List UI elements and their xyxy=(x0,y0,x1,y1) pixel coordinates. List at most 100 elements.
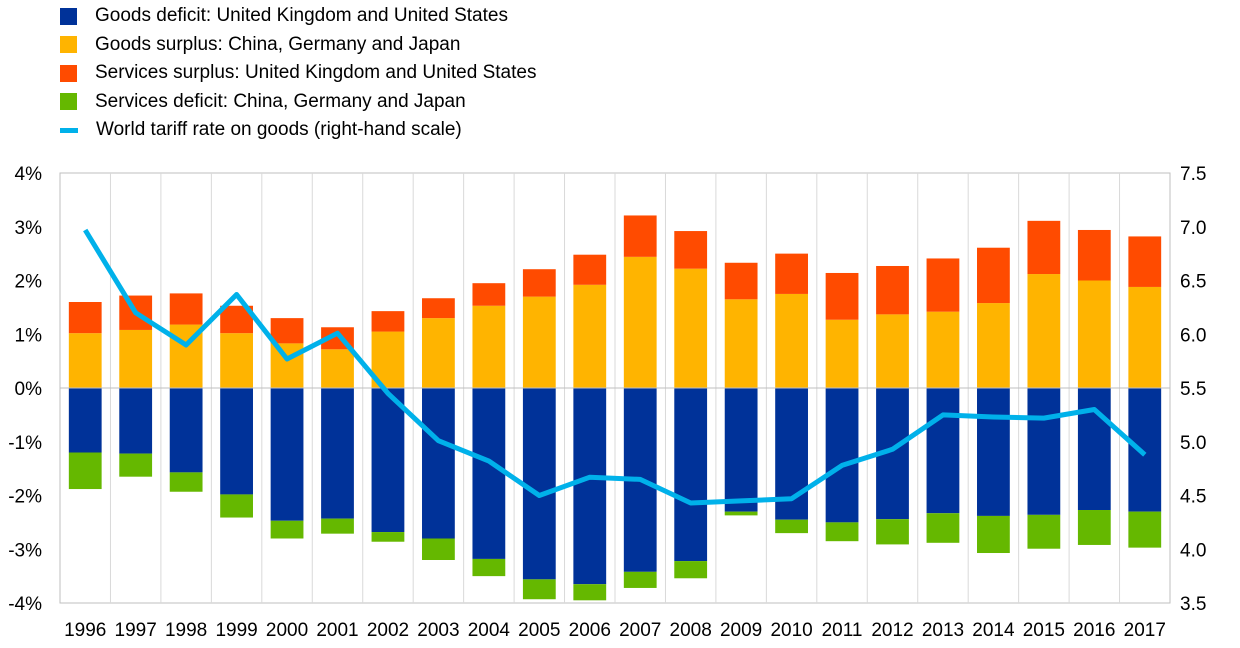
bar-services-deficit-2010 xyxy=(775,520,808,533)
x-tick-label: 2014 xyxy=(972,620,1015,641)
bar-services-deficit-2014 xyxy=(977,516,1010,553)
bar-services-surplus-2007 xyxy=(624,215,657,256)
x-tick-label: 2001 xyxy=(316,620,358,641)
bar-goods-deficit-2016 xyxy=(1078,388,1111,510)
x-tick-label: 1997 xyxy=(115,620,157,641)
bar-goods-deficit-2017 xyxy=(1128,388,1161,512)
bar-services-surplus-2005 xyxy=(523,269,556,296)
y-right-tick-label: 7.0 xyxy=(1180,218,1206,239)
bar-goods-surplus-2014 xyxy=(977,303,1010,388)
bar-services-deficit-2004 xyxy=(472,559,505,576)
bar-services-deficit-1997 xyxy=(119,454,152,477)
bar-goods-deficit-2008 xyxy=(674,388,707,561)
y-right-tick-label: 5.5 xyxy=(1180,379,1206,400)
bar-goods-deficit-1998 xyxy=(170,388,203,472)
y-right-tick-label: 4.0 xyxy=(1180,540,1206,561)
bar-services-deficit-2002 xyxy=(372,532,405,542)
y-right-tick-label: 4.5 xyxy=(1180,487,1206,508)
x-tick-label: 2004 xyxy=(468,620,511,641)
bar-goods-deficit-2011 xyxy=(826,388,859,522)
bar-goods-surplus-2008 xyxy=(674,269,707,388)
bar-goods-surplus-2004 xyxy=(472,306,505,388)
bar-services-surplus-2017 xyxy=(1128,236,1161,287)
x-tick-label: 2016 xyxy=(1073,620,1115,641)
bar-services-deficit-1996 xyxy=(69,453,102,490)
y-left-tick-label: -1% xyxy=(8,433,42,454)
bar-services-surplus-2003 xyxy=(422,298,455,318)
bar-services-surplus-2006 xyxy=(573,255,606,285)
x-tick-label: 2011 xyxy=(822,620,863,641)
y-left-tick-label: -4% xyxy=(8,594,42,615)
y-left-tick-label: 3% xyxy=(15,218,43,239)
bar-goods-surplus-2010 xyxy=(775,294,808,388)
x-tick-label: 2008 xyxy=(670,620,712,641)
bar-services-deficit-2015 xyxy=(1027,515,1060,549)
bar-goods-surplus-2016 xyxy=(1078,281,1111,389)
bar-services-surplus-2014 xyxy=(977,248,1010,303)
y-right-tick-label: 6.0 xyxy=(1180,325,1206,346)
x-tick-label: 1996 xyxy=(64,620,106,641)
bar-services-deficit-2013 xyxy=(927,513,960,543)
bar-services-surplus-2013 xyxy=(927,258,960,311)
y-left-tick-label: 2% xyxy=(15,272,43,293)
x-tick-label: 2015 xyxy=(1023,620,1065,641)
bar-services-surplus-2008 xyxy=(674,231,707,269)
x-tick-label: 2010 xyxy=(770,620,812,641)
bar-goods-deficit-2006 xyxy=(573,388,606,584)
y-left-tick-label: 0% xyxy=(15,379,43,400)
bar-goods-deficit-2003 xyxy=(422,388,455,539)
bar-services-deficit-2017 xyxy=(1128,512,1161,548)
bar-services-deficit-2016 xyxy=(1078,510,1111,545)
bar-services-deficit-2003 xyxy=(422,539,455,561)
bar-services-surplus-2011 xyxy=(826,273,859,320)
bar-goods-surplus-2007 xyxy=(624,257,657,388)
bar-goods-surplus-2000 xyxy=(271,343,304,388)
bar-goods-deficit-2004 xyxy=(472,388,505,559)
bar-services-surplus-2012 xyxy=(876,266,909,314)
y-left-tick-label: 4% xyxy=(15,164,43,185)
bar-services-surplus-2002 xyxy=(372,311,405,331)
bar-services-deficit-2008 xyxy=(674,561,707,578)
x-tick-label: 2003 xyxy=(417,620,459,641)
bar-services-surplus-1996 xyxy=(69,302,102,333)
bar-services-deficit-2011 xyxy=(826,522,859,541)
y-left-tick-label: -3% xyxy=(8,540,42,561)
x-tick-label: 2005 xyxy=(518,620,560,641)
bar-services-deficit-1999 xyxy=(220,494,253,517)
bar-goods-deficit-2015 xyxy=(1027,388,1060,515)
x-tick-label: 2006 xyxy=(569,620,611,641)
bar-services-deficit-2012 xyxy=(876,519,909,544)
bar-goods-surplus-2013 xyxy=(927,312,960,388)
x-tick-label: 2000 xyxy=(266,620,308,641)
bar-goods-deficit-2013 xyxy=(927,388,960,513)
x-tick-label: 2017 xyxy=(1124,620,1166,641)
bar-services-deficit-2009 xyxy=(725,512,758,516)
bar-goods-surplus-2012 xyxy=(876,314,909,388)
y-left-tick-label: -2% xyxy=(8,487,42,508)
bar-services-deficit-2007 xyxy=(624,572,657,588)
bar-goods-deficit-2005 xyxy=(523,388,556,579)
chart-canvas: -4%-3%-2%-1%0%1%2%3%4%3.54.04.55.05.56.0… xyxy=(0,0,1240,648)
bar-goods-surplus-1999 xyxy=(220,333,253,388)
bar-goods-deficit-2014 xyxy=(977,388,1010,516)
y-right-tick-label: 5.0 xyxy=(1180,433,1206,454)
bar-goods-surplus-1997 xyxy=(119,330,152,388)
bar-goods-deficit-2000 xyxy=(271,388,304,521)
bar-goods-deficit-2009 xyxy=(725,388,758,512)
bar-goods-deficit-1997 xyxy=(119,388,152,454)
bar-goods-surplus-2017 xyxy=(1128,287,1161,388)
bar-goods-deficit-1999 xyxy=(220,388,253,494)
bar-goods-deficit-1996 xyxy=(69,388,102,453)
bar-goods-surplus-2015 xyxy=(1027,274,1060,388)
bar-services-deficit-2006 xyxy=(573,584,606,600)
bar-services-surplus-2010 xyxy=(775,254,808,294)
bar-services-deficit-2001 xyxy=(321,519,354,534)
y-right-tick-label: 3.5 xyxy=(1180,594,1206,615)
bar-services-deficit-1998 xyxy=(170,472,203,491)
bar-services-surplus-2009 xyxy=(725,263,758,300)
bar-goods-deficit-2001 xyxy=(321,388,354,519)
bar-goods-surplus-2006 xyxy=(573,285,606,388)
bar-goods-surplus-2009 xyxy=(725,299,758,388)
bar-goods-surplus-2011 xyxy=(826,320,859,388)
x-tick-label: 1998 xyxy=(165,620,207,641)
